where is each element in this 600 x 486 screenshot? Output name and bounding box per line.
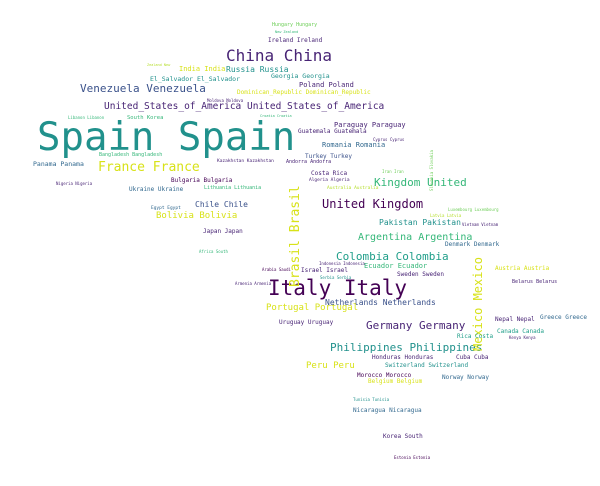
- cloud-word: Moldova Moldova: [207, 98, 244, 103]
- cloud-word: Bulgaria Bulgaria: [171, 177, 233, 184]
- cloud-word: Tunisia Tunisia: [353, 397, 390, 402]
- cloud-word: Italy Italy: [268, 276, 408, 300]
- cloud-word: Spain Spain: [37, 115, 296, 160]
- cloud-word: Slovakia Slovakia: [429, 150, 434, 191]
- cloud-word: Colombia Colombia: [336, 250, 449, 263]
- cloud-word: Ecuador Ecuador: [364, 262, 428, 270]
- cloud-word: China China: [226, 46, 332, 65]
- cloud-word: Australia Australia: [327, 186, 379, 191]
- cloud-word: India India: [179, 65, 226, 73]
- cloud-word: Estonia Estonia: [394, 455, 431, 460]
- cloud-word: Lithuania Lithuania: [204, 185, 262, 191]
- cloud-word: Denmark Denmark: [445, 241, 500, 248]
- cloud-word: Belarus Belarus: [512, 279, 558, 285]
- cloud-word: Panama Panama: [33, 160, 84, 168]
- cloud-word: Germany Germany: [366, 319, 466, 332]
- cloud-word: Egypt Egypt: [151, 206, 181, 211]
- cloud-word: Armenia Armenia: [235, 281, 272, 286]
- cloud-word: Andorra Andorra: [286, 159, 332, 165]
- cloud-word: Uruguay Uruguay: [279, 319, 334, 326]
- cloud-word: Israel Israel: [301, 267, 348, 274]
- cloud-word: Norway Norway: [442, 374, 489, 381]
- cloud-word: Latvia Latvia: [430, 213, 462, 218]
- cloud-word: Paraguay Paraguay: [334, 121, 406, 129]
- cloud-word: Croatia Croatia: [260, 114, 292, 118]
- cloud-word: Peru Peru: [306, 361, 355, 371]
- cloud-word: Indonesia Indonesia: [319, 261, 365, 266]
- cloud-word: United_States_of_America United_States_o…: [104, 101, 385, 112]
- cloud-word: Poland Poland: [299, 81, 354, 89]
- cloud-word: Serbia Serbia: [320, 275, 352, 280]
- cloud-word: Bolivia Bolivia: [156, 211, 238, 221]
- cloud-word: France France: [98, 160, 200, 175]
- cloud-word: Belgium Belgium: [368, 378, 423, 385]
- cloud-word: New Zealand: [275, 30, 299, 34]
- cloud-word: United Kingdom: [322, 197, 424, 211]
- cloud-word: Luxembourg Luxembourg: [448, 207, 499, 212]
- cloud-word: Cyprus Cyprus: [373, 137, 405, 142]
- cloud-word: Turkey Turkey: [305, 153, 352, 160]
- cloud-word: Canada Canada: [497, 328, 544, 335]
- cloud-word: Austria Austria: [495, 265, 550, 272]
- cloud-word: Switzerland Switzerland: [385, 362, 469, 369]
- cloud-word: Georgia Georgia: [271, 72, 330, 80]
- cloud-word: Rica Costa: [457, 333, 494, 340]
- cloud-word: Pakistan Pakistan: [379, 218, 461, 227]
- cloud-word: Morocco Morocco: [357, 372, 412, 379]
- cloud-word: Sweden Sweden: [397, 271, 444, 278]
- cloud-word: Greece Greece: [540, 314, 587, 321]
- cloud-word: Arabia Saudi: [262, 267, 291, 272]
- cloud-word: El_Salvador El_Salvador: [150, 75, 241, 83]
- cloud-word: Honduras Honduras: [372, 354, 434, 361]
- cloud-word: Vietnam Vietnam: [462, 222, 499, 227]
- cloud-word: Kazakhstan Kazakhstan: [217, 159, 274, 164]
- cloud-word: Korea South: [383, 433, 423, 440]
- cloud-word: Portugal Portugal: [266, 303, 359, 313]
- cloud-word: Kenya Kenya: [509, 335, 536, 340]
- cloud-word: Argentina Argentina: [358, 232, 473, 243]
- cloud-word: Ukraine Ukraine: [129, 186, 184, 193]
- cloud-word: Costa Rica: [311, 170, 348, 177]
- cloud-word: Ireland Ireland: [268, 37, 323, 44]
- cloud-word: Romania Romania: [322, 141, 386, 149]
- cloud-word: Iran Iran: [382, 169, 404, 174]
- cloud-word: South Korea: [127, 115, 164, 121]
- cloud-word: Russia Russia: [226, 65, 289, 74]
- cloud-word: Bangladesh Bangladesh: [99, 152, 163, 158]
- cloud-word: Venezuela Venezuela: [80, 82, 206, 95]
- cloud-word: Cuba Cuba: [456, 354, 489, 361]
- cloud-word: Guatemala Guatemala: [298, 128, 367, 135]
- cloud-word: Algeria Algeria: [309, 178, 350, 183]
- cloud-word: Japan Japan: [203, 228, 243, 235]
- cloud-word: Zealand New: [147, 63, 171, 67]
- cloud-word: Nepal Nepal: [495, 316, 535, 323]
- cloud-word: Hungary Hungary: [272, 22, 318, 28]
- cloud-word: Chile Chile: [195, 200, 248, 209]
- cloud-word: Nicaragua Nicaragua: [353, 407, 422, 414]
- cloud-word: Kingdom United: [374, 176, 467, 189]
- cloud-word: Philippines Philippines: [330, 341, 483, 354]
- cloud-word: Africa South: [199, 249, 228, 254]
- cloud-word: Dominican_Republic Dominican_Republic: [237, 89, 371, 96]
- cloud-word: Nigeria Nigeria: [56, 181, 93, 186]
- cloud-word: Libanon Libanon: [68, 115, 105, 120]
- cloud-word: Netherlands Netherlands: [325, 298, 436, 307]
